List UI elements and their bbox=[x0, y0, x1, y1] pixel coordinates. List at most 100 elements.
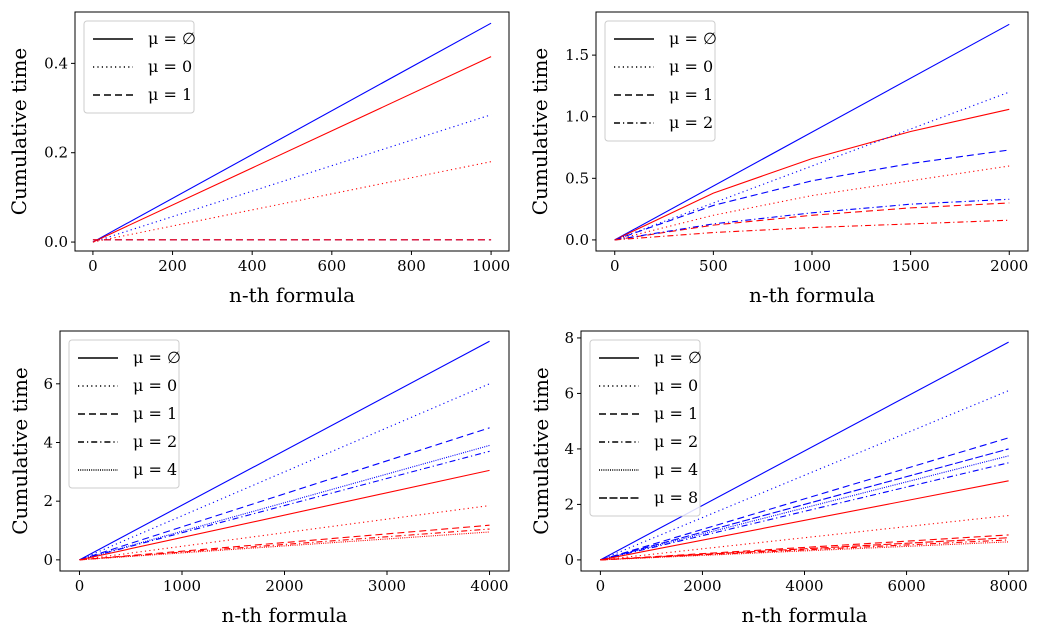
y-tick-label: 0.5 bbox=[565, 169, 589, 187]
x-tick-label: 3000 bbox=[368, 577, 406, 595]
legend: μ = ∅ μ = 0 μ = 1 μ = 2 bbox=[604, 20, 717, 142]
legend: μ = ∅ μ = 0 μ = 1 μ = 2 μ = 4 bbox=[68, 339, 181, 489]
x-tick-label: 0 bbox=[610, 257, 620, 275]
series-line bbox=[92, 114, 492, 243]
y-axis-label: Cumulative time bbox=[528, 48, 552, 216]
series-line bbox=[92, 22, 492, 243]
plot-frame bbox=[74, 11, 510, 252]
legend: μ = ∅ μ = 0 μ = 1 μ = 2 μ = 4 μ = 8 bbox=[589, 339, 702, 517]
legend-entry-label: μ = 0 bbox=[654, 376, 698, 395]
x-tick-label: 500 bbox=[699, 257, 728, 275]
x-axis-label: n-th formula bbox=[229, 283, 355, 307]
x-tick-label: 4000 bbox=[470, 577, 508, 595]
legend-entry-label: μ = ∅ bbox=[669, 29, 717, 48]
x-tick-label: 6000 bbox=[887, 577, 925, 595]
legend-entry-label: μ = 1 bbox=[654, 404, 698, 423]
legend-entry-label: μ = 2 bbox=[669, 113, 713, 132]
legend-entry-label: μ = 8 bbox=[654, 488, 698, 507]
x-tick-label: 1000 bbox=[472, 257, 510, 275]
legend-box bbox=[68, 339, 180, 489]
series-line bbox=[600, 390, 1009, 561]
series-line bbox=[79, 340, 490, 561]
subplot-2: 0 500 1000 1500 2000 0.0 0.5 1.0 1.5 n-th formula… bbox=[528, 11, 1029, 307]
subplot-1: 0 200 400 600 800 1000 0.0 0.2 0.4 n-th formula Cu… bbox=[7, 11, 510, 307]
series-line bbox=[600, 514, 1009, 561]
legend-entry-label: μ = 4 bbox=[133, 460, 177, 479]
series-line bbox=[92, 161, 492, 243]
subplot-4: 0 2000 4000 6000 8000 0 2 4 6 8 n-th formula Cumula… bbox=[529, 329, 1029, 627]
series-line bbox=[600, 539, 1009, 561]
x-axis-label: n-th formula bbox=[749, 283, 875, 307]
y-tick-label: 1.0 bbox=[565, 108, 589, 126]
subplot-3: 0 1000 2000 3000 4000 0 2 4 6 n-th formula Cumulat… bbox=[8, 330, 510, 627]
series-line bbox=[600, 341, 1009, 561]
legend-entry-label: μ = ∅ bbox=[148, 29, 196, 48]
y-tick-label: 0.2 bbox=[44, 144, 68, 162]
y-tick-label: 8 bbox=[564, 329, 574, 347]
y-tick-label: 0.0 bbox=[565, 231, 589, 249]
series-line bbox=[614, 108, 1010, 241]
legend-entry-label: μ = 0 bbox=[669, 57, 713, 76]
series-line bbox=[600, 480, 1009, 561]
series-line bbox=[79, 505, 490, 561]
y-tick-label: 6 bbox=[564, 384, 574, 402]
y-tick-label: 0.4 bbox=[44, 54, 68, 72]
y-tick-label: 2 bbox=[564, 495, 574, 513]
y-axis-label: Cumulative time bbox=[8, 367, 32, 535]
y-axis-label: Cumulative time bbox=[7, 48, 31, 216]
legend-entry-label: μ = ∅ bbox=[654, 348, 702, 367]
x-tick-label: 4000 bbox=[785, 577, 823, 595]
legend-entry-label: μ = 2 bbox=[654, 432, 698, 451]
series-line bbox=[79, 444, 490, 561]
series-line bbox=[600, 534, 1009, 561]
y-tick-label: 0 bbox=[564, 551, 574, 569]
legend-entry-label: μ = 4 bbox=[654, 460, 698, 479]
series-line bbox=[79, 450, 490, 561]
y-tick-label: 1.5 bbox=[565, 46, 589, 64]
series-line bbox=[600, 437, 1009, 561]
legend-box bbox=[604, 20, 716, 142]
legend-entry-label: μ = 1 bbox=[669, 85, 713, 104]
series-line bbox=[614, 165, 1010, 241]
x-tick-label: 8000 bbox=[990, 577, 1028, 595]
series-line bbox=[614, 202, 1010, 241]
series-line bbox=[79, 524, 490, 561]
x-tick-label: 1000 bbox=[163, 577, 201, 595]
series-line bbox=[92, 56, 492, 243]
y-tick-label: 6 bbox=[43, 375, 53, 393]
x-tick-label: 0 bbox=[75, 577, 85, 595]
x-axis-label: n-th formula bbox=[221, 603, 347, 627]
legend-entry-label: μ = 2 bbox=[133, 432, 177, 451]
series-line bbox=[79, 469, 490, 561]
x-tick-label: 0 bbox=[596, 577, 606, 595]
y-tick-label: 0.0 bbox=[44, 233, 68, 251]
x-tick-label: 1000 bbox=[793, 257, 831, 275]
legend-entry-label: μ = 0 bbox=[133, 376, 177, 395]
series-line bbox=[614, 149, 1010, 241]
legend-box bbox=[589, 339, 701, 517]
series-line bbox=[79, 427, 490, 561]
series-line bbox=[614, 23, 1010, 241]
x-tick-label: 2000 bbox=[990, 257, 1028, 275]
x-tick-label: 1500 bbox=[892, 257, 930, 275]
series-line bbox=[614, 219, 1010, 241]
y-axis-label: Cumulative time bbox=[529, 367, 553, 535]
x-tick-label: 2000 bbox=[683, 577, 721, 595]
x-tick-label: 800 bbox=[397, 257, 426, 275]
y-tick-label: 0 bbox=[43, 551, 53, 569]
series-line bbox=[600, 462, 1009, 561]
legend-entry-label: μ = 0 bbox=[148, 57, 192, 76]
legend-entry-label: μ = ∅ bbox=[133, 348, 181, 367]
x-tick-label: 2000 bbox=[265, 577, 303, 595]
legend: μ = ∅ μ = 0 μ = 1 bbox=[83, 20, 196, 114]
x-tick-label: 0 bbox=[88, 257, 98, 275]
series-line bbox=[614, 198, 1010, 241]
x-tick-label: 400 bbox=[238, 257, 267, 275]
y-tick-label: 2 bbox=[43, 492, 53, 510]
y-tick-label: 4 bbox=[43, 433, 53, 451]
series-line bbox=[600, 541, 1009, 561]
x-tick-label: 600 bbox=[317, 257, 346, 275]
legend-entry-label: μ = 1 bbox=[133, 404, 177, 423]
legend-entry-label: μ = 1 bbox=[148, 85, 192, 104]
